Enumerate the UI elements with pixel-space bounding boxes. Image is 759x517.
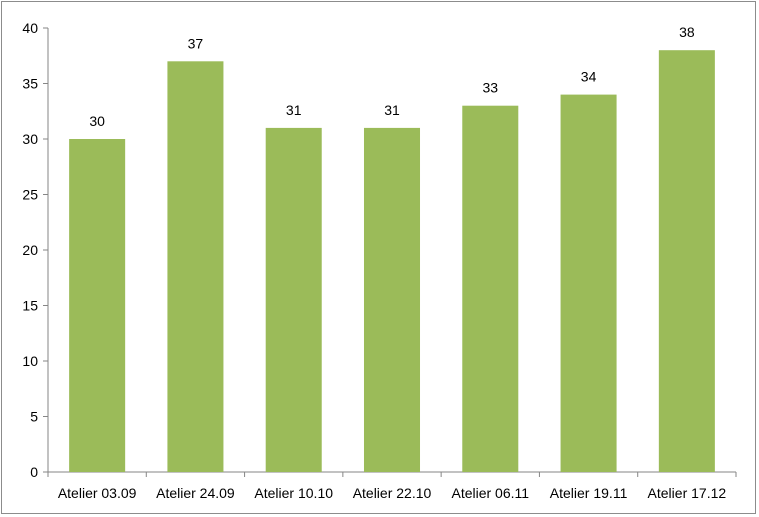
data-label: 30 bbox=[89, 113, 105, 129]
bar bbox=[658, 50, 715, 472]
y-tick-label: 5 bbox=[30, 409, 38, 425]
x-category-label: Atelier 22.10 bbox=[353, 485, 432, 501]
x-category-label: Atelier 24.09 bbox=[156, 485, 235, 501]
bar bbox=[265, 127, 322, 473]
x-category-label: Atelier 10.10 bbox=[254, 485, 333, 501]
bar bbox=[560, 94, 617, 472]
y-tick-label: 35 bbox=[22, 76, 38, 92]
x-category-label: Atelier 03.09 bbox=[58, 485, 137, 501]
data-label: 31 bbox=[286, 102, 302, 118]
x-category-label: Atelier 06.11 bbox=[451, 485, 529, 501]
y-tick-label: 25 bbox=[22, 187, 38, 203]
y-tick-label: 0 bbox=[30, 464, 38, 480]
data-label: 37 bbox=[188, 35, 204, 51]
bar bbox=[69, 139, 126, 472]
y-tick-label: 30 bbox=[22, 131, 38, 147]
labels-group: 0 5 10 15 20 25 30 35 40 30 Atelier 03.09 37 Atelier… bbox=[22, 20, 726, 501]
data-label: 33 bbox=[482, 80, 498, 96]
bar bbox=[167, 61, 224, 473]
x-category-label: Atelier 17.12 bbox=[648, 485, 727, 501]
data-label: 38 bbox=[679, 24, 695, 40]
y-tick-label: 40 bbox=[22, 20, 38, 36]
x-category-label: Atelier 19.11 bbox=[550, 485, 628, 501]
y-tick-label: 10 bbox=[22, 353, 38, 369]
y-tick-label: 15 bbox=[22, 298, 38, 314]
bar bbox=[462, 105, 519, 472]
bar bbox=[363, 127, 421, 473]
y-tick-label: 20 bbox=[22, 242, 38, 258]
data-label: 31 bbox=[384, 102, 400, 118]
bars-group bbox=[69, 50, 715, 473]
data-label: 34 bbox=[581, 69, 597, 85]
